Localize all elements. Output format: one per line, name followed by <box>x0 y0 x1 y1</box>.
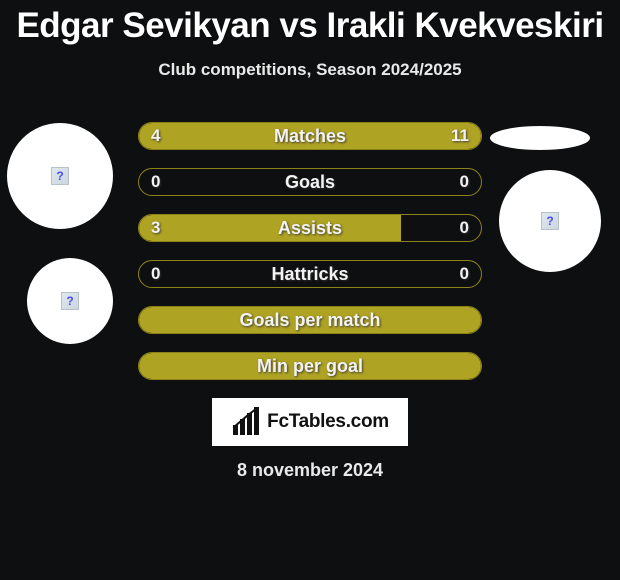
stat-value-left: 0 <box>151 169 160 195</box>
branding-badge: FcTables.com <box>212 398 408 446</box>
stat-bar: 0 0Goals <box>138 168 482 196</box>
page-date: 8 november 2024 <box>0 460 620 481</box>
stat-label: Goals <box>139 169 481 195</box>
branding-logo-icon <box>231 407 261 437</box>
stat-value-left: 4 <box>151 123 160 149</box>
stat-bar: Min per goal <box>138 352 482 380</box>
bar-fill-left <box>139 215 401 241</box>
stat-value-left: 0 <box>151 261 160 287</box>
bar-fill <box>139 307 481 333</box>
stat-value-right: 11 <box>451 123 469 149</box>
broken-image-icon <box>51 167 69 185</box>
stat-bar: 0 0Hattricks <box>138 260 482 288</box>
stat-label: Hattricks <box>139 261 481 287</box>
stat-bar: 30Assists <box>138 214 482 242</box>
avatar-circle <box>499 170 601 272</box>
page-title: Edgar Sevikyan vs Irakli Kvekveskiri <box>0 0 620 46</box>
page-subtitle: Club competitions, Season 2024/2025 <box>0 60 620 80</box>
stat-value-left: 3 <box>151 215 160 241</box>
stat-value-right: 0 <box>460 215 469 241</box>
bar-fill-right <box>230 123 481 149</box>
stat-value-right: 0 <box>460 261 469 287</box>
avatar-circle <box>7 123 113 229</box>
stat-bar: Goals per match <box>138 306 482 334</box>
avatar-circle <box>27 258 113 344</box>
avatar-ellipse <box>490 126 590 150</box>
broken-image-icon <box>61 292 79 310</box>
stat-bar: 411Matches <box>138 122 482 150</box>
stat-value-right: 0 <box>460 169 469 195</box>
bar-fill <box>139 353 481 379</box>
broken-image-icon <box>541 212 559 230</box>
branding-text: FcTables.com <box>267 411 389 433</box>
